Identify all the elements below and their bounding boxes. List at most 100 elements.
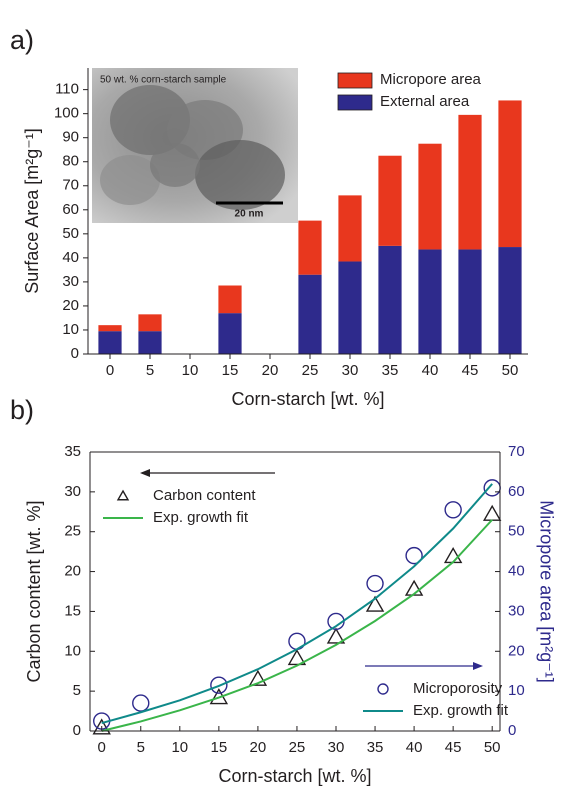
legend-label: Exp. growth fit <box>153 509 249 526</box>
y-tick-label: 5 <box>73 682 81 699</box>
arrow-head <box>140 469 150 477</box>
data-point <box>365 595 385 612</box>
scale-bar-label: 20 nm <box>235 209 264 220</box>
y-tick-label: 30 <box>62 273 79 290</box>
legend-swatch <box>337 94 373 111</box>
bar-segment <box>418 249 442 354</box>
bar-segment <box>338 261 362 354</box>
bar-segment <box>98 331 122 354</box>
bar-segment <box>138 331 162 354</box>
y-tick-label: 35 <box>64 443 81 460</box>
x-tick-label: 40 <box>406 739 423 756</box>
bar-segment <box>338 195 362 262</box>
legend-label: External area <box>380 93 470 110</box>
data-point <box>287 649 307 666</box>
bar-segment <box>218 285 242 314</box>
bar-segment <box>378 245 402 354</box>
data-point <box>210 676 228 694</box>
bar-segment <box>378 155 402 246</box>
y-tick-label: 80 <box>62 153 79 170</box>
legend-marker <box>377 683 389 695</box>
y2-tick-label: 50 <box>508 523 525 540</box>
x-tick-label: 25 <box>302 362 319 379</box>
x-tick-label: 40 <box>422 362 439 379</box>
bar-segment <box>98 325 122 332</box>
y-tick-label: 20 <box>62 297 79 314</box>
x-tick-label: 35 <box>367 739 384 756</box>
data-point <box>132 694 150 712</box>
y2-tick-label: 0 <box>508 722 516 739</box>
y-tick-label: 25 <box>64 523 81 540</box>
x-tick-label: 50 <box>502 362 519 379</box>
y2-tick-label: 30 <box>508 602 525 619</box>
bar-segment <box>298 274 322 354</box>
arrow-head <box>473 662 483 670</box>
y-tick-label: 30 <box>64 483 81 500</box>
bar-segment <box>498 100 522 248</box>
y2-tick-label: 40 <box>508 563 525 580</box>
legend-label: Micropore area <box>380 71 482 88</box>
x-tick-label: 20 <box>262 362 279 379</box>
y-tick-label: 10 <box>62 321 79 338</box>
bar-segment <box>298 220 322 275</box>
data-point <box>404 579 424 596</box>
data-point <box>444 501 462 519</box>
x-tick-label: 30 <box>342 362 359 379</box>
y-axis-title: Surface Area [m²g⁻¹] <box>22 128 42 294</box>
y-tick-label: 0 <box>71 345 79 362</box>
y-axis-title: Carbon content [wt. %] <box>24 500 44 682</box>
y-tick-label: 110 <box>55 81 79 98</box>
x-axis-title: Corn-starch [wt. %] <box>218 766 371 786</box>
data-point <box>366 574 384 593</box>
legend-label: Carbon content <box>153 487 256 504</box>
fit-line <box>101 519 493 732</box>
x-axis-title: Corn-starch [wt. %] <box>231 389 384 409</box>
y-tick-label: 15 <box>64 602 81 619</box>
x-tick-label: 10 <box>171 739 188 756</box>
x-tick-label: 35 <box>382 362 399 379</box>
bar-segment <box>138 314 162 332</box>
data-point <box>92 718 111 735</box>
x-tick-label: 15 <box>211 739 228 756</box>
x-tick-label: 5 <box>137 739 145 756</box>
data-point <box>482 504 502 521</box>
y-tick-label: 40 <box>62 249 79 266</box>
y-tick-label: 90 <box>62 129 79 146</box>
data-point <box>483 479 501 497</box>
y-tick-label: 10 <box>64 642 81 659</box>
x-tick-label: 25 <box>289 739 306 756</box>
y-tick-label: 60 <box>62 201 79 218</box>
x-tick-label: 20 <box>250 739 267 756</box>
bar-segment <box>498 247 522 354</box>
legend-marker <box>116 489 130 501</box>
y2-axis-title: Micropore area [m²g⁻¹] <box>536 500 556 683</box>
data-point <box>405 546 423 565</box>
y-tick-label: 0 <box>73 722 81 739</box>
x-tick-label: 15 <box>222 362 239 379</box>
y-tick-label: 20 <box>64 563 81 580</box>
y2-tick-label: 10 <box>508 682 525 699</box>
x-tick-label: 45 <box>445 739 462 756</box>
x-tick-label: 5 <box>146 362 154 379</box>
x-tick-label: 0 <box>106 362 114 379</box>
data-point <box>248 669 268 686</box>
y2-tick-label: 70 <box>508 443 525 460</box>
y-tick-label: 70 <box>62 177 79 194</box>
inset-texture <box>195 140 285 210</box>
x-tick-label: 30 <box>328 739 345 756</box>
panel-label: a) <box>10 25 34 55</box>
bar-segment <box>418 143 442 250</box>
y2-tick-label: 60 <box>508 483 525 500</box>
x-tick-label: 45 <box>462 362 479 379</box>
y-tick-label: 50 <box>62 225 79 242</box>
inset-texture <box>150 143 200 187</box>
bar-segment <box>218 313 242 354</box>
x-tick-label: 50 <box>484 739 501 756</box>
legend-label: Microporosity <box>413 680 503 697</box>
y2-tick-label: 20 <box>508 642 525 659</box>
x-tick-label: 0 <box>98 739 106 756</box>
legend-swatch <box>337 72 373 89</box>
bar-segment <box>458 114 482 250</box>
x-tick-label: 10 <box>182 362 199 379</box>
